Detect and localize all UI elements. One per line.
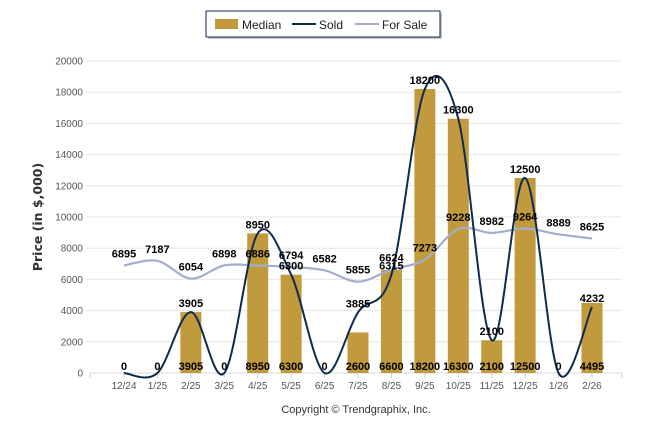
data-label-for-sale: 8625 bbox=[580, 221, 604, 233]
bar-median bbox=[481, 340, 503, 373]
data-label-for-sale: 8982 bbox=[479, 216, 503, 228]
bar-median bbox=[414, 89, 436, 373]
data-label-sold: 2100 bbox=[479, 326, 503, 338]
data-label-for-sale: 9228 bbox=[446, 212, 470, 224]
y-axis-label: Price (in $,000) bbox=[30, 163, 45, 271]
legend-label-for-sale: For Sale bbox=[382, 18, 428, 32]
x-tick-label: 2/26 bbox=[582, 381, 602, 392]
gridlines bbox=[86, 60, 622, 343]
y-tick-label: 20000 bbox=[55, 57, 83, 68]
y-tick-label: 16000 bbox=[55, 119, 83, 130]
x-tick-label: 1/26 bbox=[549, 381, 569, 392]
data-label-for-sale: 6898 bbox=[212, 248, 236, 260]
bar-median bbox=[380, 270, 402, 373]
data-label-for-sale: 9264 bbox=[513, 211, 538, 223]
data-label-median: 6600 bbox=[379, 361, 403, 373]
data-label-median: 2100 bbox=[479, 361, 503, 373]
y-tick-label: 18000 bbox=[55, 88, 83, 99]
legend-label-median: Median bbox=[242, 18, 281, 32]
line-sold bbox=[123, 75, 593, 379]
legend: Median Sold For Sale bbox=[205, 10, 442, 39]
data-label-sold: 18200 bbox=[410, 75, 441, 87]
data-label-for-sale: 6895 bbox=[112, 248, 136, 260]
data-label-median: 0 bbox=[556, 361, 562, 373]
data-label-median: 18200 bbox=[410, 361, 441, 373]
y-tick-label: 6000 bbox=[61, 275, 84, 286]
x-tick-label: 11/25 bbox=[480, 381, 505, 392]
data-label-median: 6300 bbox=[279, 361, 303, 373]
y-tick-label: 12000 bbox=[55, 181, 83, 192]
data-label-median: 2600 bbox=[346, 361, 370, 373]
x-tick-label: 3/25 bbox=[215, 381, 235, 392]
data-label-median: 0 bbox=[121, 361, 127, 373]
x-tick-label: 4/25 bbox=[248, 381, 268, 392]
data-label-median: 0 bbox=[221, 361, 227, 373]
y-tick-label: 0 bbox=[77, 369, 83, 380]
x-tick-label: 6/25 bbox=[315, 381, 335, 392]
data-label-for-sale: 6054 bbox=[179, 262, 204, 274]
x-tick-label: 12/24 bbox=[111, 381, 136, 392]
y-axis-ticks: 0 2000 4000 6000 8000 10000 12000 14000 16000 180… bbox=[55, 57, 83, 380]
data-labels: 0 0 3905 0 8950 6300 0 2600 6600 18200 16300 2100 12… bbox=[112, 75, 604, 373]
bar-median bbox=[447, 118, 469, 373]
data-label-for-sale: 7187 bbox=[145, 244, 169, 256]
data-label-sold: 8950 bbox=[245, 219, 269, 231]
x-tick-label: 1/25 bbox=[148, 381, 168, 392]
series-lines bbox=[123, 75, 593, 379]
x-tick-label: 2/25 bbox=[181, 381, 201, 392]
x-tick-label: 10/25 bbox=[446, 381, 471, 392]
bar-median bbox=[180, 312, 202, 373]
data-label-sold: 3905 bbox=[179, 298, 203, 310]
data-label-sold: 12500 bbox=[510, 164, 541, 176]
line-for-sale bbox=[123, 226, 593, 283]
x-axis: 12/24 1/25 2/25 3/25 4/25 5/25 6/25 7/25 8/25 9/2… bbox=[89, 372, 623, 392]
bar-median bbox=[514, 178, 536, 373]
data-label-for-sale: 7273 bbox=[413, 243, 437, 255]
data-label-for-sale: 5855 bbox=[346, 265, 370, 277]
y-tick-label: 2000 bbox=[61, 337, 84, 348]
data-label-sold: 6315 bbox=[379, 260, 403, 272]
data-label-median: 8950 bbox=[245, 361, 269, 373]
y-tick-label: 4000 bbox=[61, 306, 84, 317]
data-label-for-sale: 6886 bbox=[245, 249, 269, 261]
data-label-median: 0 bbox=[322, 361, 328, 373]
x-tick-label: 8/25 bbox=[382, 381, 402, 392]
x-tick-label: 12/25 bbox=[513, 381, 538, 392]
y-tick-label: 10000 bbox=[55, 213, 83, 224]
legend-box bbox=[205, 10, 441, 38]
bar-median bbox=[347, 332, 369, 373]
x-tick-label: 7/25 bbox=[348, 381, 368, 392]
bar-median bbox=[247, 233, 269, 373]
x-tick-label: 9/25 bbox=[415, 381, 435, 392]
legend-label-sold: Sold bbox=[319, 18, 343, 32]
data-label-for-sale: 6582 bbox=[312, 253, 336, 265]
legend-swatch-median bbox=[215, 19, 238, 29]
data-label-sold: 3885 bbox=[346, 298, 370, 310]
x-tick-label: 5/25 bbox=[281, 381, 301, 392]
data-label-median: 0 bbox=[154, 361, 160, 373]
data-label-median: 3905 bbox=[179, 361, 203, 373]
data-label-median: 16300 bbox=[443, 361, 474, 373]
data-label-for-sale: 6624 bbox=[379, 253, 404, 265]
y-tick-label: 8000 bbox=[61, 244, 84, 255]
data-label-for-sale: 6794 bbox=[279, 250, 304, 262]
data-label-for-sale: 8889 bbox=[546, 217, 570, 229]
data-label-sold: 4232 bbox=[580, 293, 604, 305]
data-label-sold: 16300 bbox=[443, 105, 474, 117]
data-label-median: 4495 bbox=[580, 361, 604, 373]
copyright-text: Copyright © Trendgraphix, Inc. bbox=[281, 404, 430, 416]
median-bars bbox=[180, 89, 603, 373]
data-label-median: 12500 bbox=[510, 361, 541, 373]
y-tick-label: 14000 bbox=[55, 150, 83, 161]
bar-median bbox=[280, 274, 302, 373]
data-label-sold: 6300 bbox=[279, 261, 303, 273]
